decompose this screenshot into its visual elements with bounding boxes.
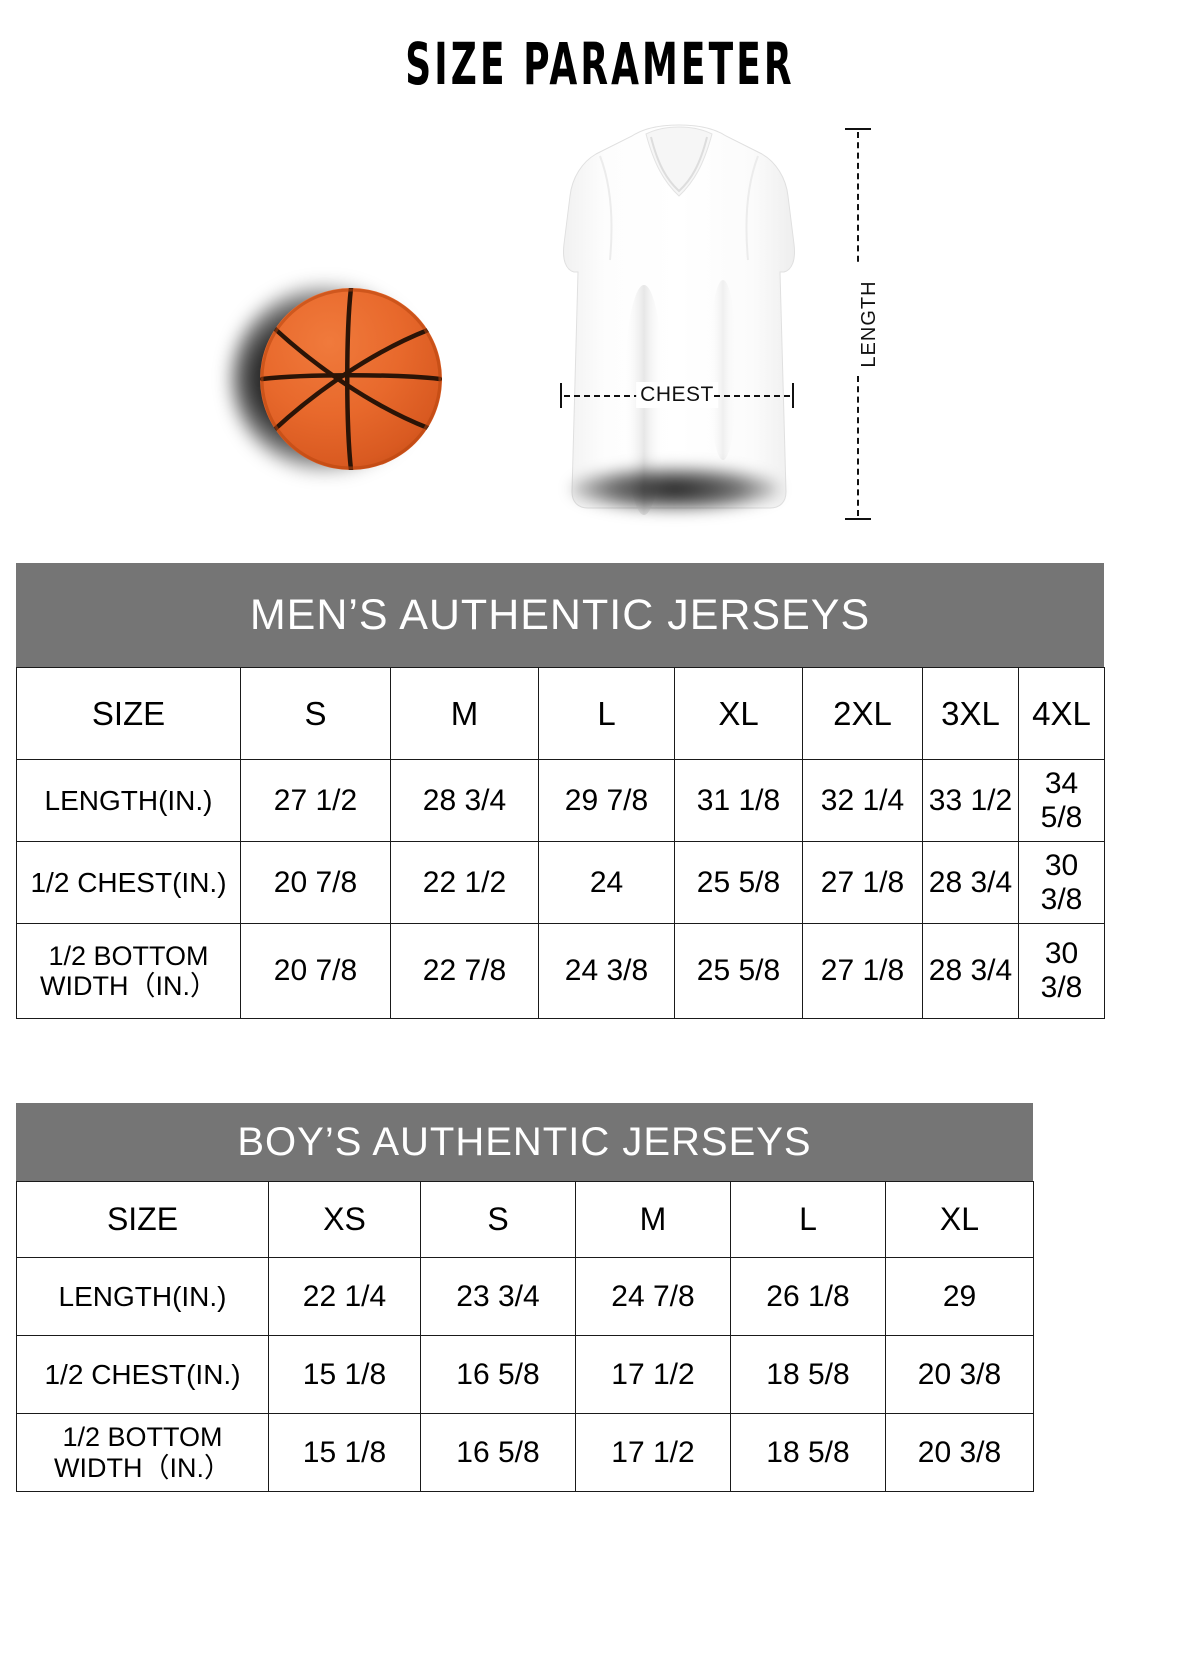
- length-dimension: LENGTH: [845, 128, 905, 520]
- measurement-cell: 32 1/4: [802, 759, 923, 842]
- size-column-xs: XS: [268, 1181, 421, 1258]
- measurement-cell: 17 1/2: [575, 1413, 731, 1492]
- size-column-xl: XL: [674, 667, 803, 760]
- size-column-s: S: [420, 1181, 576, 1258]
- length-cap-top: [845, 128, 871, 130]
- measurement-cell: 28 3/4: [922, 841, 1019, 924]
- measurement-cell: 24: [538, 841, 675, 924]
- table-row: 1/2 BOTTOM WIDTH（IN.） 20 7/8 22 7/8 24 3/8 25…: [16, 923, 1105, 1019]
- length-line-bottom: [857, 376, 859, 516]
- boys-table-header: BOY’S AUTHENTIC JERSEYS: [16, 1103, 1033, 1181]
- jersey-shape: [548, 120, 810, 520]
- measurement-cell: 28 3/4: [922, 923, 1019, 1019]
- measurement-cell: 24 3/8: [538, 923, 675, 1019]
- measurement-cell: 18 5/8: [730, 1413, 886, 1492]
- row-label: 1/2 BOTTOM WIDTH（IN.）: [16, 1413, 269, 1492]
- measurement-cell: 25 5/8: [674, 923, 803, 1019]
- size-column-xl: XL: [885, 1181, 1034, 1258]
- table-row: 1/2 CHEST(IN.) 15 1/8 16 5/8 17 1/2 18 5/8 20…: [16, 1335, 1034, 1414]
- chest-cap-left: [560, 383, 562, 408]
- jersey-icon: [548, 120, 810, 530]
- basketball-icon: [232, 278, 462, 493]
- measurement-cell: 33 1/2: [922, 759, 1019, 842]
- size-header-cell: SIZE: [16, 1181, 269, 1258]
- size-column-l: L: [538, 667, 675, 760]
- measurement-cell: 27 1/2: [240, 759, 391, 842]
- jersey-shadow: [570, 466, 780, 512]
- measurement-cell: 20 3/8: [885, 1335, 1034, 1414]
- measurement-cell: 22 1/4: [268, 1257, 421, 1336]
- mens-table-header: MEN’S AUTHENTIC JERSEYS: [16, 563, 1104, 667]
- measurement-cell: 34 5/8: [1018, 759, 1105, 842]
- size-column-m: M: [390, 667, 539, 760]
- basketball-sphere: [260, 288, 442, 470]
- measurement-cell: 22 7/8: [390, 923, 539, 1019]
- illustration-area: CHEST LENGTH: [0, 110, 1200, 550]
- chest-line-left: [564, 395, 640, 397]
- measurement-cell: 15 1/8: [268, 1335, 421, 1414]
- mens-table-body: SIZE S M L XL 2XL 3XL 4XL LENGTH(IN.) 27 1/2 28 3/…: [16, 667, 1105, 1019]
- boys-size-table-block: BOY’S AUTHENTIC JERSEYS SIZE XS S M L XL LENGT…: [16, 1103, 1034, 1492]
- measurement-cell: 15 1/8: [268, 1413, 421, 1492]
- table-row: 1/2 CHEST(IN.) 20 7/8 22 1/2 24 25 5/8 27 1/8…: [16, 841, 1105, 924]
- boys-size-table: SIZE XS S M L XL LENGTH(IN.) 22 1/4 23 3/4 24 7/8…: [16, 1181, 1034, 1492]
- length-cap-bottom: [845, 518, 871, 520]
- length-line-top: [857, 132, 859, 272]
- table-row-sizes: SIZE XS S M L XL: [16, 1181, 1034, 1258]
- size-column-4xl: 4XL: [1018, 667, 1105, 760]
- length-label: LENGTH: [857, 264, 881, 384]
- measurement-cell: 20 7/8: [240, 841, 391, 924]
- table-row: LENGTH(IN.) 22 1/4 23 3/4 24 7/8 26 1/8 29: [16, 1257, 1034, 1336]
- chest-cap-right: [792, 383, 794, 408]
- size-column-l: L: [730, 1181, 886, 1258]
- chest-dimension: CHEST: [560, 382, 794, 408]
- measurement-cell: 30 3/8: [1018, 923, 1105, 1019]
- size-header-cell: SIZE: [16, 667, 241, 760]
- basketball-seams-icon: [260, 288, 442, 470]
- row-label: 1/2 BOTTOM WIDTH（IN.）: [16, 923, 241, 1019]
- row-label: 1/2 CHEST(IN.): [16, 1335, 269, 1414]
- page-title: SIZE PARAMETER: [405, 30, 795, 98]
- measurement-cell: 24 7/8: [575, 1257, 731, 1336]
- size-column-2xl: 2XL: [802, 667, 923, 760]
- measurement-cell: 31 1/8: [674, 759, 803, 842]
- measurement-cell: 18 5/8: [730, 1335, 886, 1414]
- size-column-3xl: 3XL: [922, 667, 1019, 760]
- measurement-cell: 29: [885, 1257, 1034, 1336]
- measurement-cell: 27 1/8: [802, 841, 923, 924]
- table-row: 1/2 BOTTOM WIDTH（IN.） 15 1/8 16 5/8 17 1/2 18…: [16, 1413, 1034, 1492]
- measurement-cell: 17 1/2: [575, 1335, 731, 1414]
- chest-line-right: [714, 395, 790, 397]
- measurement-cell: 20 3/8: [885, 1413, 1034, 1492]
- chest-label: CHEST: [636, 382, 718, 408]
- measurement-cell: 22 1/2: [390, 841, 539, 924]
- measurement-cell: 26 1/8: [730, 1257, 886, 1336]
- size-column-m: M: [575, 1181, 731, 1258]
- measurement-cell: 16 5/8: [420, 1413, 576, 1492]
- measurement-cell: 23 3/4: [420, 1257, 576, 1336]
- boys-table-body: SIZE XS S M L XL LENGTH(IN.) 22 1/4 23 3/4 24 7/8…: [16, 1181, 1034, 1492]
- table-row-sizes: SIZE S M L XL 2XL 3XL 4XL: [16, 667, 1105, 760]
- row-label: LENGTH(IN.): [16, 759, 241, 842]
- measurement-cell: 20 7/8: [240, 923, 391, 1019]
- row-label: 1/2 CHEST(IN.): [16, 841, 241, 924]
- measurement-cell: 30 3/8: [1018, 841, 1105, 924]
- measurement-cell: 28 3/4: [390, 759, 539, 842]
- size-column-s: S: [240, 667, 391, 760]
- measurement-cell: 27 1/8: [802, 923, 923, 1019]
- measurement-cell: 25 5/8: [674, 841, 803, 924]
- measurement-cell: 29 7/8: [538, 759, 675, 842]
- table-row: LENGTH(IN.) 27 1/2 28 3/4 29 7/8 31 1/8 32 1/…: [16, 759, 1105, 842]
- mens-size-table-block: MEN’S AUTHENTIC JERSEYS SIZE S M L XL 2XL 3XL 4…: [16, 563, 1105, 1019]
- row-label: LENGTH(IN.): [16, 1257, 269, 1336]
- measurement-cell: 16 5/8: [420, 1335, 576, 1414]
- mens-size-table: SIZE S M L XL 2XL 3XL 4XL LENGTH(IN.) 27 1/2 28 3/…: [16, 667, 1105, 1019]
